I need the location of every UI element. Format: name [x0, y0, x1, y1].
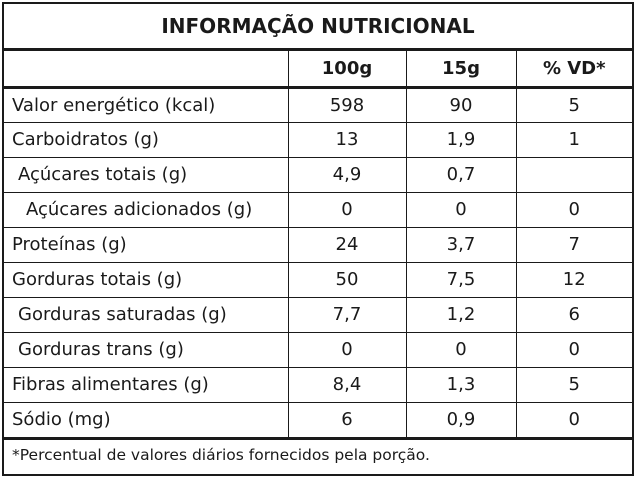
table-row: Gorduras trans (g) 0 0 0 [4, 332, 632, 368]
value-vd-cell: 5 [516, 367, 632, 403]
nutrition-table: 100g 15g % VD* Valor energético (kcal) 59… [4, 51, 632, 438]
nutrient-name-cell: Fibras alimentares (g) [4, 367, 289, 403]
value-15g-cell: 1,2 [406, 297, 517, 333]
table-row: Valor energético (kcal) 598 90 5 [4, 87, 632, 123]
table-row: Gorduras saturadas (g) 7,7 1,2 6 [4, 297, 632, 333]
value-vd-cell [516, 157, 632, 193]
header-nutrient [4, 51, 289, 89]
table-row: Carboidratos (g) 13 1,9 1 [4, 122, 632, 158]
nutrient-name-cell: Proteínas (g) [4, 227, 289, 263]
value-vd-cell: 5 [516, 87, 632, 123]
value-100g-cell: 50 [288, 262, 407, 298]
value-100g-cell: 598 [288, 87, 407, 123]
table-row: Sódio (mg) 6 0,9 0 [4, 402, 632, 438]
value-vd-cell: 6 [516, 297, 632, 333]
panel-title: INFORMAÇÃO NUTRICIONAL [4, 4, 632, 51]
nutrition-facts-panel: INFORMAÇÃO NUTRICIONAL 100g 15g % VD* Va… [2, 2, 634, 476]
value-15g-cell: 0 [406, 332, 517, 368]
value-100g-cell: 4,9 [288, 157, 407, 193]
value-100g-cell: 24 [288, 227, 407, 263]
value-vd-cell: 1 [516, 122, 632, 158]
nutrient-name-cell: Gorduras totais (g) [4, 262, 289, 298]
table-row: Proteínas (g) 24 3,7 7 [4, 227, 632, 263]
value-vd-cell: 12 [516, 262, 632, 298]
value-15g-cell: 7,5 [406, 262, 517, 298]
value-100g-cell: 8,4 [288, 367, 407, 403]
table-row: Açúcares totais (g) 4,9 0,7 [4, 157, 632, 193]
value-15g-cell: 0 [406, 192, 517, 228]
nutrient-name-cell: Açúcares totais (g) [4, 157, 289, 193]
nutrient-name-cell: Sódio (mg) [4, 402, 289, 438]
nutrient-name-cell: Açúcares adicionados (g) [4, 192, 289, 228]
header-100g: 100g [288, 51, 407, 89]
nutrient-name-cell: Gorduras trans (g) [4, 332, 289, 368]
header-15g: 15g [406, 51, 517, 89]
header-row: 100g 15g % VD* [4, 51, 632, 89]
table-row: Gorduras totais (g) 50 7,5 12 [4, 262, 632, 298]
value-vd-cell: 7 [516, 227, 632, 263]
table-row: Fibras alimentares (g) 8,4 1,3 5 [4, 367, 632, 403]
value-15g-cell: 0,7 [406, 157, 517, 193]
value-15g-cell: 1,9 [406, 122, 517, 158]
value-15g-cell: 90 [406, 87, 517, 123]
value-15g-cell: 3,7 [406, 227, 517, 263]
nutrient-name-cell: Carboidratos (g) [4, 122, 289, 158]
header-vd: % VD* [516, 51, 632, 89]
nutrient-name-cell: Gorduras saturadas (g) [4, 297, 289, 333]
value-15g-cell: 1,3 [406, 367, 517, 403]
value-vd-cell: 0 [516, 332, 632, 368]
value-100g-cell: 0 [288, 192, 407, 228]
table-row: Açúcares adicionados (g) 0 0 0 [4, 192, 632, 228]
footnote: *Percentual de valores diários fornecido… [4, 437, 632, 468]
value-100g-cell: 13 [288, 122, 407, 158]
nutrient-name-cell: Valor energético (kcal) [4, 87, 289, 123]
value-100g-cell: 0 [288, 332, 407, 368]
value-vd-cell: 0 [516, 192, 632, 228]
value-100g-cell: 7,7 [288, 297, 407, 333]
value-15g-cell: 0,9 [406, 402, 517, 438]
value-vd-cell: 0 [516, 402, 632, 438]
value-100g-cell: 6 [288, 402, 407, 438]
